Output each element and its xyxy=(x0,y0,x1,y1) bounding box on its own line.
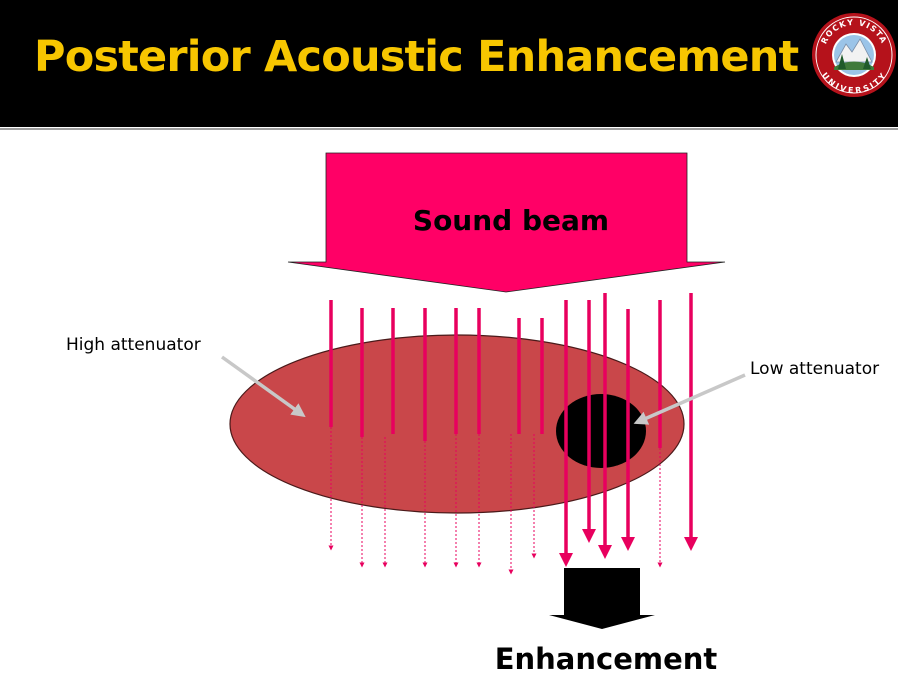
sound-beam-arrow xyxy=(287,152,726,293)
title-divider xyxy=(0,128,898,130)
high-attenuator-pointer-arrow xyxy=(220,355,306,418)
slide-title: Posterior Acoustic Enhancement xyxy=(34,32,799,82)
enhancement-label: Enhancement xyxy=(495,642,718,676)
low-attenuator-circle xyxy=(556,394,646,468)
low-attenuator-label: Low attenuator xyxy=(750,359,879,379)
enhancement-result-arrow xyxy=(549,568,655,629)
university-seal-icon: ROCKY VISTA UNIVERSITY xyxy=(812,13,896,97)
attenuated-rays xyxy=(328,427,663,575)
low-attenuator-pointer-arrow xyxy=(633,373,746,425)
sound-beam-label: Sound beam xyxy=(413,204,609,237)
enhanced-rays xyxy=(559,293,698,567)
high-attenuator-label: High attenuator xyxy=(66,335,201,355)
title-bar xyxy=(0,0,898,127)
incident-rays xyxy=(329,300,544,441)
